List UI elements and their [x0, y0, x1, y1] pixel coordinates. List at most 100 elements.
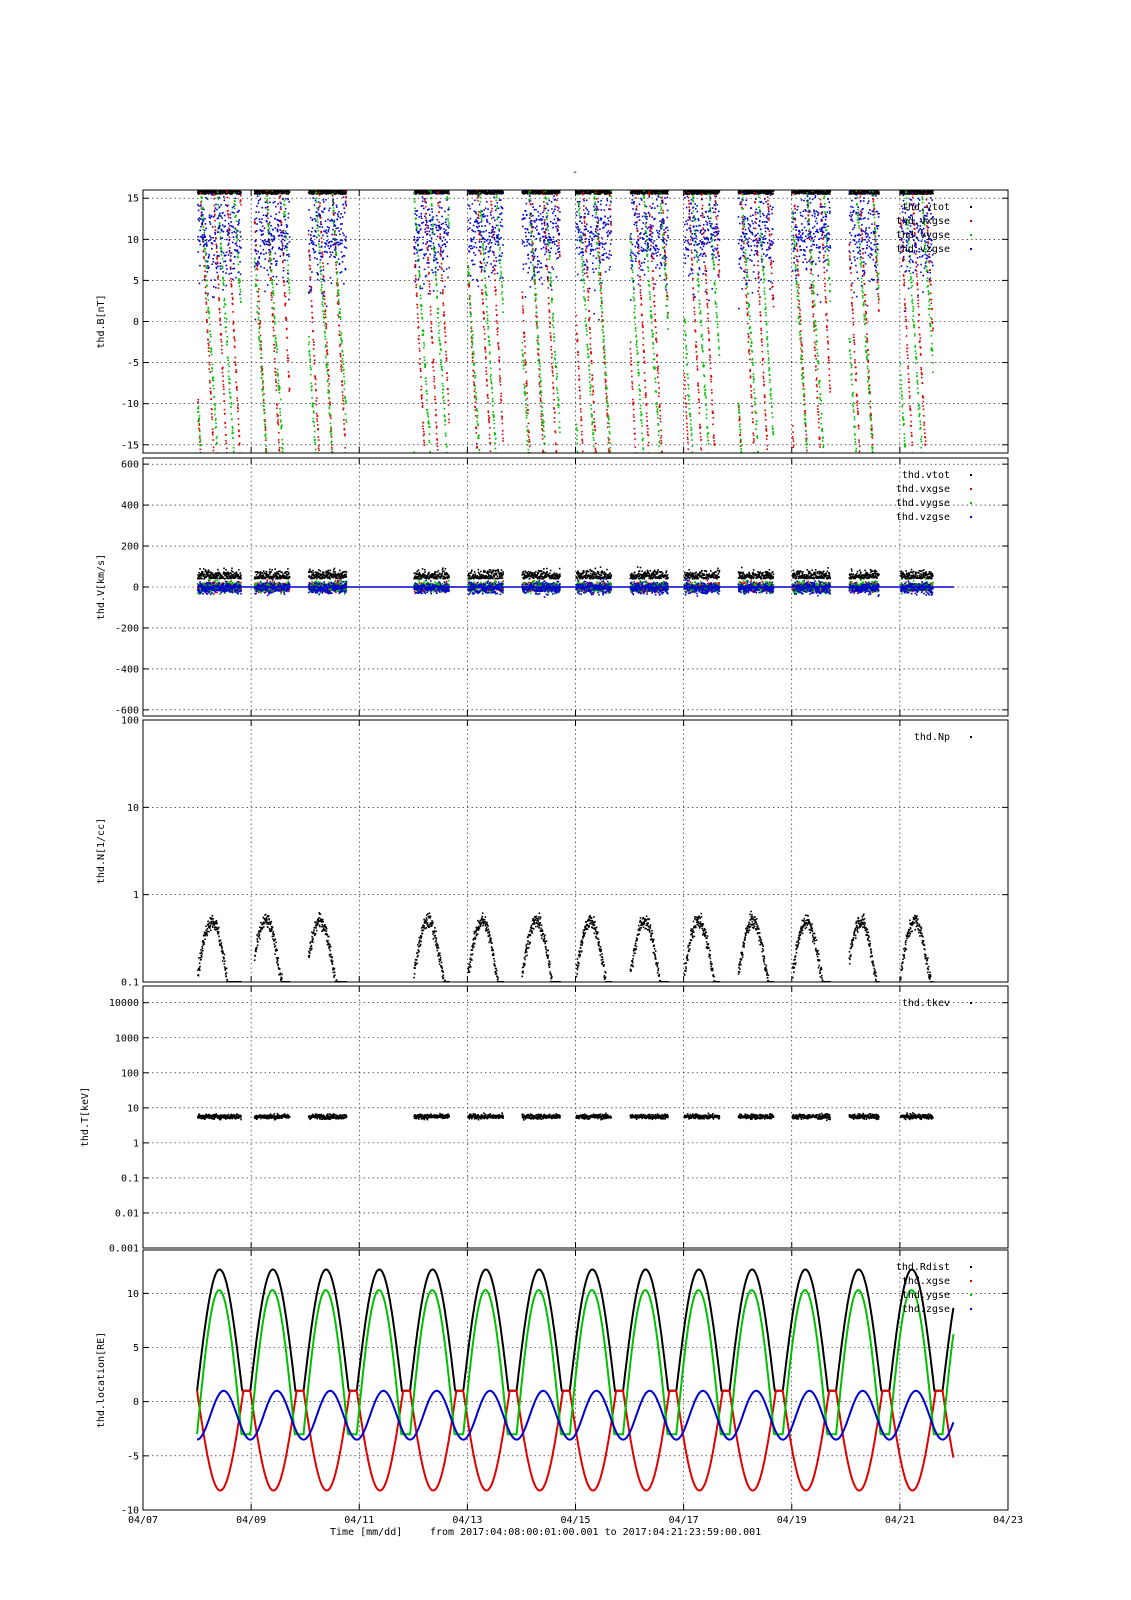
data-point — [825, 297, 827, 300]
data-point — [235, 368, 238, 371]
data-point — [209, 390, 212, 393]
data-point — [476, 447, 478, 449]
data-point — [751, 418, 754, 420]
data-point — [652, 270, 654, 272]
data-point — [218, 192, 220, 195]
data-point — [198, 190, 200, 192]
data-point — [907, 193, 910, 195]
data-point — [770, 259, 773, 262]
data-point — [585, 250, 588, 253]
data-point — [910, 425, 913, 427]
data-point — [522, 319, 525, 322]
data-point — [197, 190, 199, 193]
data-point — [761, 359, 764, 362]
data-point — [693, 310, 696, 313]
data-point — [743, 255, 746, 258]
data-point — [763, 384, 766, 387]
data-point — [590, 352, 593, 355]
data-point — [214, 192, 217, 195]
data-point — [544, 219, 546, 221]
data-point — [217, 283, 220, 286]
data-point — [804, 191, 807, 193]
data-point — [922, 415, 925, 417]
data-point — [536, 316, 538, 318]
data-point — [558, 253, 561, 256]
data-point — [541, 433, 544, 436]
data-point — [316, 423, 319, 426]
data-point — [796, 255, 798, 258]
data-point — [419, 358, 421, 360]
data-point — [279, 194, 282, 197]
data-point — [717, 250, 719, 253]
data-point — [484, 351, 487, 353]
data-point — [604, 372, 606, 374]
data-point — [752, 190, 754, 193]
data-point — [267, 193, 269, 195]
data-point — [699, 432, 702, 434]
data-point — [704, 265, 706, 267]
data-point — [472, 374, 475, 377]
data-point — [713, 443, 716, 446]
data-point — [552, 392, 555, 395]
data-point — [487, 418, 490, 420]
data-point — [525, 380, 528, 383]
data-point — [318, 444, 320, 447]
data-point — [445, 360, 448, 362]
data-point — [664, 255, 667, 258]
data-point — [527, 412, 529, 415]
data-point — [337, 300, 340, 303]
data-point — [337, 193, 340, 195]
data-point — [801, 358, 804, 361]
data-point — [763, 191, 766, 194]
data-point — [448, 421, 450, 424]
data-point — [231, 296, 234, 299]
data-point — [417, 327, 419, 329]
data-point — [793, 190, 796, 193]
data-point — [424, 198, 427, 200]
data-point — [658, 403, 661, 406]
data-point — [817, 421, 820, 424]
data-point — [872, 200, 875, 203]
data-point — [764, 414, 767, 417]
data-point — [527, 429, 530, 432]
data-point — [445, 357, 448, 359]
data-point — [557, 242, 560, 244]
data-point — [599, 192, 601, 194]
data-point — [829, 387, 832, 390]
data-point — [440, 274, 443, 276]
data-point — [715, 228, 718, 230]
data-point — [865, 317, 868, 320]
data-point — [819, 446, 821, 448]
data-point — [867, 190, 870, 193]
data-point — [328, 401, 331, 404]
data-point — [695, 345, 698, 348]
data-point — [495, 320, 498, 322]
data-point — [796, 248, 798, 251]
data-point — [925, 205, 928, 208]
data-point — [441, 268, 443, 271]
data-point — [916, 284, 919, 286]
data-point — [912, 208, 915, 211]
data-point — [313, 362, 316, 365]
data-point — [209, 387, 212, 390]
data-point — [540, 192, 542, 195]
data-point — [315, 412, 318, 415]
data-point — [905, 320, 907, 323]
data-point — [594, 449, 597, 451]
data-point — [545, 192, 547, 195]
data-point — [207, 193, 210, 195]
data-point — [424, 200, 426, 202]
data-point — [481, 293, 484, 296]
data-point — [764, 396, 766, 399]
data-point — [221, 192, 224, 195]
data-point — [219, 317, 221, 320]
data-point — [538, 375, 541, 378]
data-point — [850, 191, 853, 194]
data-point — [692, 277, 694, 280]
data-point — [338, 190, 341, 192]
data-point — [497, 347, 500, 349]
data-point — [426, 230, 428, 233]
data-point — [436, 193, 438, 195]
data-point — [758, 286, 760, 289]
data-point — [584, 249, 587, 251]
